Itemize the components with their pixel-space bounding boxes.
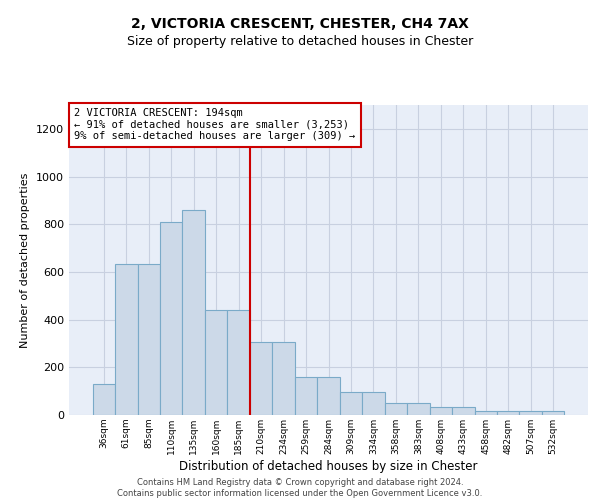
Bar: [205, 310, 227, 415]
Y-axis label: Number of detached properties: Number of detached properties: [20, 172, 31, 348]
Bar: [385, 403, 407, 415]
Bar: [452, 406, 475, 415]
Bar: [317, 377, 340, 415]
Bar: [160, 222, 182, 415]
Bar: [430, 406, 452, 415]
Bar: [295, 377, 317, 415]
Bar: [115, 264, 137, 415]
Bar: [272, 342, 295, 415]
Text: 2 VICTORIA CRESCENT: 194sqm
← 91% of detached houses are smaller (3,253)
9% of s: 2 VICTORIA CRESCENT: 194sqm ← 91% of det…: [74, 108, 355, 142]
Bar: [475, 410, 497, 415]
Bar: [340, 392, 362, 415]
Bar: [542, 410, 565, 415]
Bar: [92, 384, 115, 415]
Bar: [182, 210, 205, 415]
Text: Size of property relative to detached houses in Chester: Size of property relative to detached ho…: [127, 35, 473, 48]
X-axis label: Distribution of detached houses by size in Chester: Distribution of detached houses by size …: [179, 460, 478, 472]
Bar: [362, 392, 385, 415]
Bar: [407, 403, 430, 415]
Bar: [227, 310, 250, 415]
Bar: [497, 410, 520, 415]
Text: Contains HM Land Registry data © Crown copyright and database right 2024.
Contai: Contains HM Land Registry data © Crown c…: [118, 478, 482, 498]
Bar: [250, 342, 272, 415]
Bar: [137, 264, 160, 415]
Text: 2, VICTORIA CRESCENT, CHESTER, CH4 7AX: 2, VICTORIA CRESCENT, CHESTER, CH4 7AX: [131, 18, 469, 32]
Bar: [520, 410, 542, 415]
